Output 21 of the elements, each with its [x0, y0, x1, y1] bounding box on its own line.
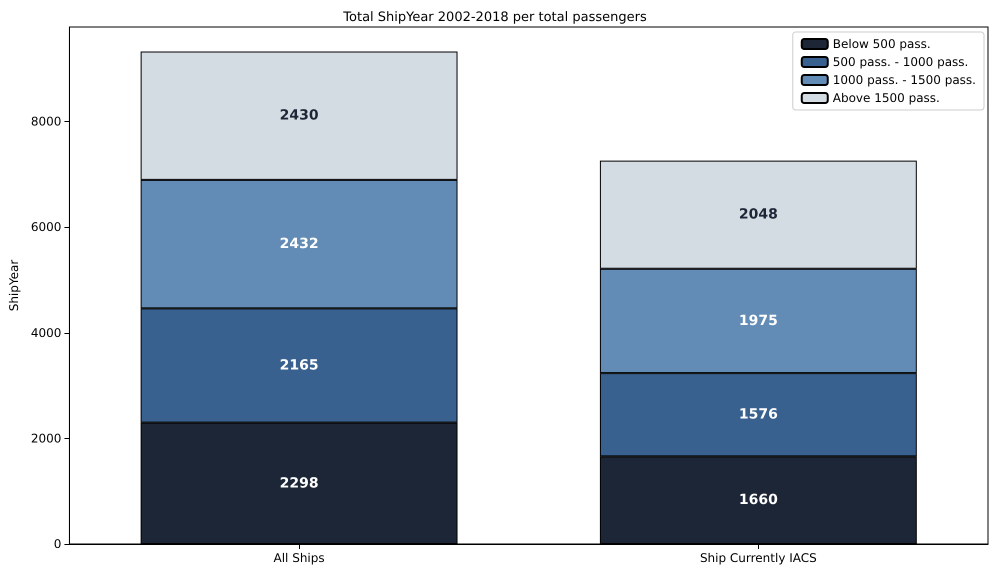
data-label: 2165 — [280, 357, 319, 374]
legend-label: 500 pass. - 1000 pass. — [832, 55, 968, 69]
chart-title: Total ShipYear 2002-2018 per total passengers — [342, 10, 647, 25]
y-tick-label: 0 — [54, 537, 62, 551]
data-label: 1975 — [738, 312, 778, 329]
legend-label: Above 1500 pass. — [832, 91, 940, 105]
data-label: 2298 — [280, 475, 319, 492]
data-label: 2048 — [738, 206, 778, 223]
data-label: 2430 — [280, 108, 319, 124]
y-tick-label: 8000 — [30, 114, 62, 129]
data-label: 1660 — [738, 492, 778, 508]
y-tick-label: 4000 — [30, 326, 62, 340]
y-tick-label: 2000 — [30, 431, 62, 446]
legend-label: 1000 pass. - 1500 pass. — [832, 73, 976, 87]
y-tick-label: 6000 — [30, 220, 62, 234]
x-tick-label: All Ships — [274, 551, 325, 565]
data-label: 1576 — [738, 406, 778, 423]
y-axis-title: ShipYear — [7, 260, 21, 312]
x-tick-label: Ship Currently IACS — [700, 551, 817, 565]
data-label: 2432 — [280, 236, 319, 252]
legend-label: Below 500 pass. — [832, 37, 931, 51]
